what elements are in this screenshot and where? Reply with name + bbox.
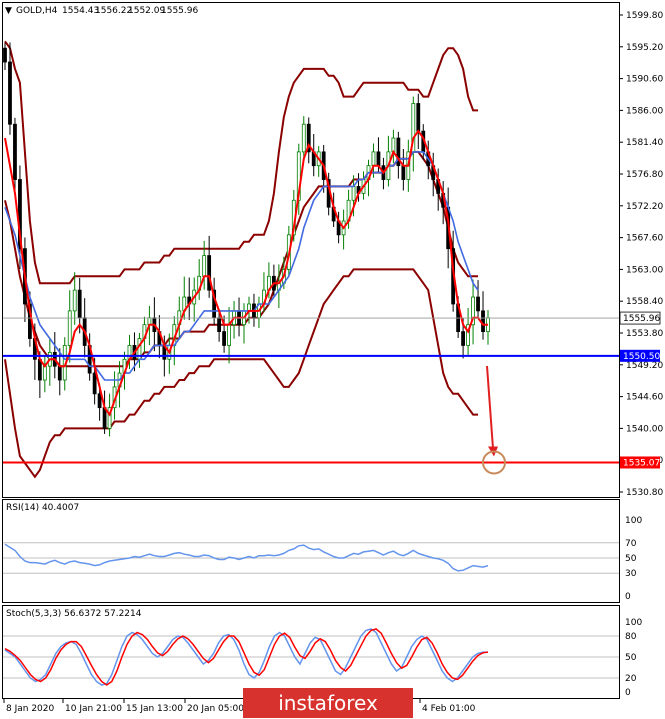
rsi-tick-label: 0 xyxy=(625,592,631,602)
candle-body xyxy=(416,103,421,132)
rsi-title: RSI(14) 40.4007 xyxy=(6,503,79,513)
candle-body xyxy=(92,372,97,395)
symbol-header-arrow: ▼ xyxy=(5,6,12,16)
price-tick-label: 1590.60 xyxy=(626,75,663,85)
candle-body xyxy=(217,317,222,333)
stoch-tick-label: 20 xyxy=(625,674,637,684)
stoch-tick-label: 100 xyxy=(625,618,642,628)
candle-body xyxy=(247,303,251,312)
candle-body xyxy=(306,123,311,153)
candle-body xyxy=(461,331,466,346)
price-tick-label: 1581.40 xyxy=(626,138,663,148)
stoch-pane xyxy=(2,605,620,699)
candle-body xyxy=(301,123,306,153)
current-price-tag-label: 1555.96 xyxy=(623,314,660,324)
candle-body xyxy=(401,165,406,180)
forecast-arrow-shaft xyxy=(486,365,494,449)
candle-body xyxy=(351,186,356,201)
candle-body xyxy=(42,365,47,381)
stoch-tick-label: 80 xyxy=(625,632,637,642)
candle-body xyxy=(77,289,82,319)
rsi-tick-label: 100 xyxy=(625,516,642,526)
price-tick-label: 1576.80 xyxy=(626,170,663,180)
ohlc-open: 1554.43 xyxy=(62,6,99,16)
stoch-tick-label: 50 xyxy=(625,653,637,663)
price-tick-label: 1586.00 xyxy=(626,106,663,116)
price-tick-label: 1599.80 xyxy=(626,11,663,21)
price-tick-label: 1553.80 xyxy=(626,329,663,339)
candle-body xyxy=(147,317,152,326)
candle-body xyxy=(3,47,7,63)
candle-body xyxy=(13,123,17,180)
support-level-tag-label: 1550.50 xyxy=(623,352,660,362)
bollinger-upper-band xyxy=(4,40,478,285)
price-tick-label: 1563.00 xyxy=(626,265,663,275)
stoch-main-line xyxy=(4,628,488,686)
candle-body xyxy=(72,289,77,312)
time-tick-label: 10 Jan 21:00 xyxy=(65,704,122,714)
candle-body xyxy=(57,365,62,381)
candle-body xyxy=(466,324,470,346)
time-tick-label: 8 Jan 2020 xyxy=(6,704,54,714)
price-tick-label: 1595.20 xyxy=(626,43,663,53)
candle-body xyxy=(207,255,212,291)
rsi-pane xyxy=(2,499,620,603)
candle-body xyxy=(222,331,226,346)
candle-body xyxy=(227,324,231,346)
price-tick-label: 1549.20 xyxy=(626,361,663,371)
target-level-tag-label: 1535.07 xyxy=(623,458,660,468)
symbol-title: GOLD,H4 xyxy=(16,6,58,16)
candle-body xyxy=(391,137,396,153)
stoch-title: Stoch(5,3,3) 56.6372 57.2214 xyxy=(6,609,142,619)
candle-body xyxy=(97,393,102,409)
price-tick-label: 1558.40 xyxy=(626,297,663,307)
price-tick-label: 1572.20 xyxy=(626,202,663,212)
bollinger-lower-band xyxy=(4,268,478,479)
candle-body xyxy=(67,310,72,346)
price-tick-label: 1540.00 xyxy=(626,424,663,434)
time-tick-label: 4 Feb 01:00 xyxy=(422,704,476,714)
candle-body xyxy=(396,137,401,167)
rsi-line xyxy=(4,543,489,572)
time-tick-label: 15 Jan 13:00 xyxy=(126,704,183,714)
candle-body xyxy=(376,151,381,167)
stoch-tick-label: 0 xyxy=(625,688,631,698)
candle-body xyxy=(107,407,112,429)
main-pane xyxy=(2,2,620,498)
candle-body xyxy=(471,296,475,326)
target-circle xyxy=(482,450,506,475)
watermark: instaforex xyxy=(243,688,413,718)
ohlc-low: 1552.09 xyxy=(128,6,165,16)
current-price-tag xyxy=(619,311,661,325)
candle-body xyxy=(8,61,12,125)
candle-body xyxy=(481,310,485,333)
ohlc-close: 1555.96 xyxy=(161,6,198,16)
moving-average-fast-line xyxy=(4,129,488,417)
candle-body xyxy=(371,151,376,167)
rsi-tick-label: 70 xyxy=(625,539,637,549)
support-level-tag xyxy=(620,349,660,362)
candle-body xyxy=(476,296,480,312)
stoch-signal-line xyxy=(4,628,489,686)
rsi-tick-label: 50 xyxy=(625,554,637,564)
price-tick-label: 1567.60 xyxy=(626,234,663,244)
ohlc-high: 1556.22 xyxy=(95,6,132,16)
rsi-tick-label: 30 xyxy=(625,569,637,579)
price-tick-label: 1544.60 xyxy=(626,393,663,403)
target-level-tag xyxy=(620,456,660,469)
price-tick-label: 1530.80 xyxy=(626,488,663,498)
time-tick-label: 20 Jan 05:00 xyxy=(187,704,244,714)
candle-body xyxy=(202,255,207,277)
